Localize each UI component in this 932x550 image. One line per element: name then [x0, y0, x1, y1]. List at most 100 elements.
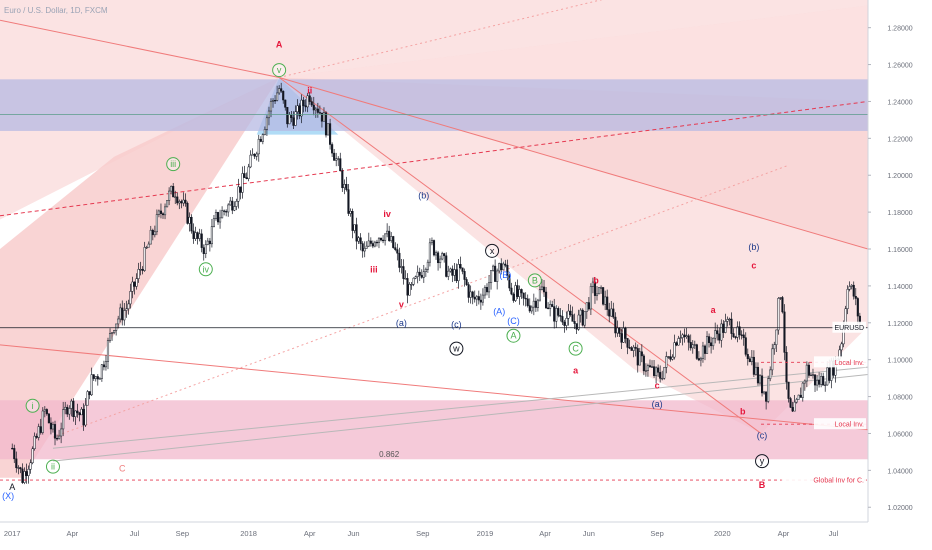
- candle-body: [526, 298, 529, 306]
- candle-body: [765, 391, 768, 402]
- candle-body: [453, 269, 456, 276]
- background-fills: [0, 0, 868, 522]
- candle-body: [223, 210, 226, 212]
- candle-body: [512, 293, 515, 301]
- candle-body: [282, 90, 285, 101]
- candle-body: [329, 123, 332, 145]
- candle-body: [21, 468, 24, 483]
- candle-body: [685, 335, 688, 338]
- candle-body: [657, 367, 660, 373]
- candle-body: [852, 284, 855, 297]
- candle-body: [710, 342, 713, 347]
- candle-body: [357, 237, 360, 242]
- candle-body: [227, 204, 230, 213]
- x-tick-label: Apr: [778, 529, 790, 538]
- candle-body: [708, 336, 711, 343]
- candle-body: [261, 134, 264, 142]
- candle-body: [475, 296, 478, 300]
- candle-body: [300, 99, 303, 117]
- candle-body: [712, 337, 715, 347]
- candle-body: [129, 291, 132, 305]
- candle-body: [241, 173, 244, 193]
- candle-body: [705, 336, 709, 354]
- candle-body: [121, 307, 124, 321]
- candle-body: [791, 407, 794, 412]
- candle-body: [37, 426, 40, 438]
- candle-body: [567, 310, 570, 319]
- candle-body: [508, 275, 511, 289]
- candle-body: [353, 224, 356, 231]
- candle-body: [384, 233, 387, 241]
- candle-body: [216, 212, 220, 223]
- candle-body: [528, 305, 531, 312]
- candle-body: [573, 321, 576, 324]
- candle-body: [653, 366, 656, 376]
- candle-body: [212, 218, 215, 227]
- candle-body: [188, 216, 191, 224]
- candle-body: [695, 344, 698, 359]
- candle-body: [13, 448, 16, 460]
- candle-body: [31, 448, 34, 464]
- candle-body: [763, 391, 766, 394]
- candle-body: [818, 379, 821, 385]
- candle-body: [738, 326, 741, 336]
- candle-body: [210, 226, 213, 245]
- candle-body: [451, 268, 454, 276]
- candle-body: [665, 356, 668, 368]
- candle-body: [86, 391, 89, 406]
- candle-body: [375, 241, 378, 244]
- candle-body: [530, 306, 533, 312]
- wave-label: c: [751, 261, 756, 271]
- candle-body: [434, 252, 438, 256]
- candle-body: [82, 408, 85, 426]
- candle-body: [92, 374, 95, 379]
- candle-body: [414, 276, 417, 279]
- y-tick-label: 1.16000: [887, 247, 912, 254]
- candle-body: [437, 252, 440, 264]
- candle-body: [479, 299, 482, 303]
- candle-body: [724, 321, 727, 333]
- candle-body: [477, 296, 480, 301]
- candle-body: [326, 123, 330, 136]
- candle-body: [492, 265, 495, 271]
- x-tick-label: Sep: [650, 529, 663, 538]
- candle-body: [74, 410, 77, 417]
- candle-body: [23, 471, 26, 483]
- candle-body: [70, 400, 73, 409]
- candle-body: [430, 240, 434, 244]
- candle-body: [612, 308, 615, 318]
- candle-body: [514, 285, 517, 301]
- x-tick-label: 2020: [714, 529, 731, 538]
- level-label-bg: [832, 321, 866, 333]
- time-axis: [0, 522, 932, 550]
- candle-body: [284, 99, 287, 108]
- wave-label: w: [452, 344, 460, 354]
- candle-body: [365, 245, 368, 249]
- candle-body: [500, 263, 503, 271]
- candle-body: [137, 269, 140, 279]
- candle-body: [490, 270, 493, 284]
- candle-body: [170, 186, 173, 192]
- candle-body: [168, 190, 171, 201]
- candle-body: [347, 189, 350, 214]
- candle-body: [127, 303, 130, 310]
- candle-body: [292, 117, 295, 126]
- candle-body: [11, 447, 14, 450]
- candle-body: [229, 200, 232, 206]
- candle-body: [302, 99, 305, 107]
- candle-body: [563, 321, 566, 326]
- candle-body: [483, 287, 486, 296]
- candle-body: [245, 177, 248, 179]
- candle-body: [153, 231, 156, 236]
- candle-body: [445, 255, 448, 277]
- candle-body: [602, 287, 605, 305]
- candle-body: [697, 358, 700, 361]
- candle-body: [797, 394, 800, 400]
- level-label: Local Inv.: [835, 360, 864, 367]
- wave-label: (c): [451, 320, 462, 330]
- y-tick-label: 1.04000: [887, 468, 912, 475]
- price-candles: [11, 82, 861, 485]
- candle-body: [243, 173, 246, 178]
